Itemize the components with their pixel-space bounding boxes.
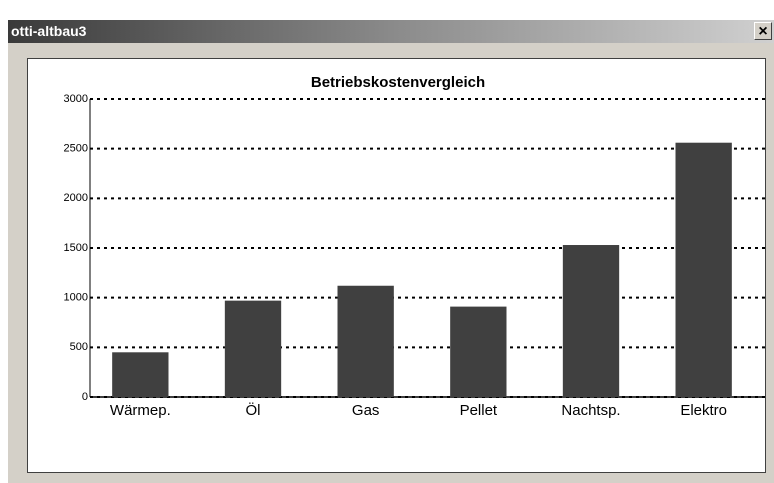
y-tick-label: 0 (82, 391, 88, 403)
bar (562, 245, 620, 397)
x-tick-label: Öl (246, 401, 261, 419)
title-bar: otti-altbau3 × (8, 20, 774, 43)
bar (112, 352, 169, 397)
chart-panel (27, 58, 766, 473)
close-button[interactable]: × (754, 22, 772, 40)
y-tick-label: 1500 (64, 242, 88, 254)
bar (224, 300, 282, 397)
bar (450, 306, 507, 397)
bar (337, 285, 394, 397)
window-title: otti-altbau3 (11, 23, 87, 39)
x-tick-label: Wärmep. (110, 402, 171, 419)
window: otti-altbau3 × (8, 20, 774, 483)
y-tick-label: 500 (70, 341, 88, 353)
y-tick-label: 1000 (64, 292, 88, 304)
x-tick-label: Pellet (460, 402, 498, 419)
x-tick-label: Gas (352, 402, 380, 419)
x-tick-label: Elektro (680, 402, 727, 419)
chart-title: Betriebskostenvergleich (311, 74, 485, 91)
y-tick-label: 2000 (64, 192, 88, 204)
x-tick-label: Nachtsp. (561, 402, 620, 419)
y-tick-label: 2500 (64, 143, 88, 155)
bar (675, 142, 732, 397)
y-tick-label: 3000 (64, 93, 88, 105)
